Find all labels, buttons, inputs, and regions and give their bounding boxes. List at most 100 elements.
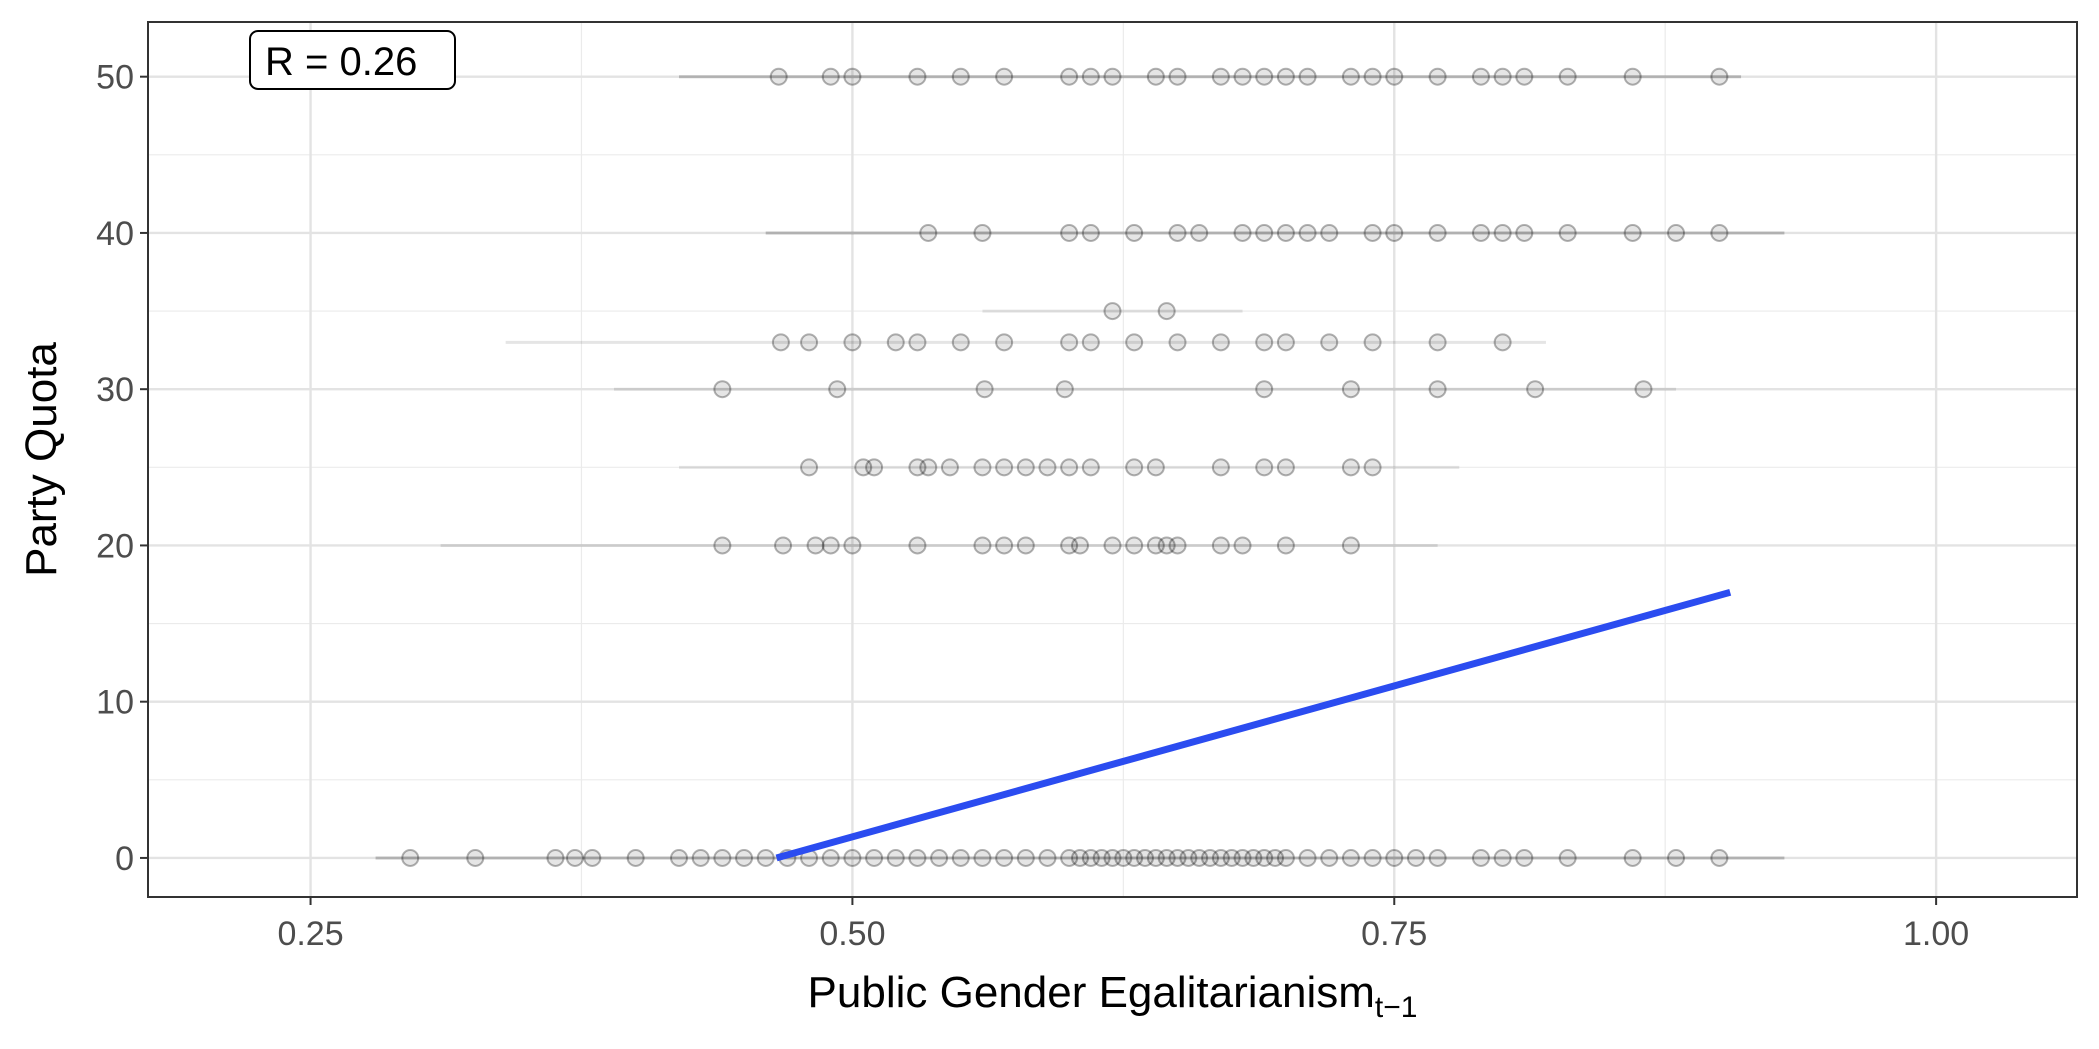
data-point — [1081, 333, 1100, 352]
data-point — [995, 333, 1014, 352]
data-point — [1060, 333, 1079, 352]
data-point — [1515, 223, 1534, 242]
x-axis-title-subscript: t−1 — [1375, 991, 1418, 1024]
data-point — [1157, 536, 1176, 555]
data-point — [1667, 848, 1686, 867]
data-point — [1341, 536, 1360, 555]
x-tick-label: 1.00 — [1903, 915, 1969, 953]
data-point — [1428, 67, 1447, 86]
data-point — [1081, 223, 1100, 242]
data-point — [821, 848, 840, 867]
data-point — [774, 536, 793, 555]
data-point — [800, 458, 819, 477]
data-point — [1168, 333, 1187, 352]
data-point — [1341, 380, 1360, 399]
data-point — [1710, 223, 1729, 242]
data-point — [1558, 223, 1577, 242]
data-point — [1125, 536, 1144, 555]
data-point — [1211, 848, 1230, 867]
data-point — [995, 848, 1014, 867]
data-point — [1125, 848, 1144, 867]
data-point — [843, 67, 862, 86]
data-point — [995, 458, 1014, 477]
data-point — [1201, 848, 1220, 867]
data-point — [1168, 67, 1187, 86]
data-point — [1055, 380, 1074, 399]
data-point — [930, 848, 949, 867]
data-point — [1038, 458, 1057, 477]
r-annotation: R = 0.26 — [249, 30, 456, 90]
y-tick-label: 50 — [96, 59, 134, 97]
data-point — [951, 67, 970, 86]
data-point — [1060, 848, 1079, 867]
data-point — [1493, 223, 1512, 242]
data-point — [843, 848, 862, 867]
data-point — [670, 848, 689, 867]
data-point — [886, 848, 905, 867]
data-point — [1233, 223, 1252, 242]
data-point — [1710, 67, 1729, 86]
data-point — [1363, 223, 1382, 242]
annotation-text: R = 0.26 — [265, 40, 417, 84]
data-point — [1298, 67, 1317, 86]
data-point — [1428, 380, 1447, 399]
data-point — [1136, 848, 1155, 867]
data-point — [1060, 458, 1079, 477]
data-point — [1634, 380, 1653, 399]
data-point — [1103, 67, 1122, 86]
range-segments — [375, 75, 1785, 860]
data-point — [1233, 536, 1252, 555]
data-point — [1623, 223, 1642, 242]
data-point — [1363, 848, 1382, 867]
data-points — [401, 67, 1729, 867]
data-point — [1276, 67, 1295, 86]
data-point — [1428, 333, 1447, 352]
data-point — [1060, 536, 1079, 555]
x-axis-title-main: Public Gender Egalitarianism — [808, 968, 1375, 1017]
data-point — [1092, 848, 1111, 867]
data-point — [1298, 848, 1317, 867]
data-point — [769, 67, 788, 86]
data-point — [1558, 67, 1577, 86]
data-point — [1244, 848, 1263, 867]
data-point — [1190, 223, 1209, 242]
y-tick-label: 40 — [96, 215, 134, 253]
data-point — [1081, 67, 1100, 86]
data-point — [1103, 848, 1122, 867]
data-point — [1428, 223, 1447, 242]
data-point — [1471, 223, 1490, 242]
data-point — [1710, 848, 1729, 867]
data-point — [691, 848, 710, 867]
data-point — [1276, 458, 1295, 477]
data-point — [1385, 223, 1404, 242]
data-point — [401, 848, 420, 867]
data-point — [1471, 67, 1490, 86]
data-point — [1255, 67, 1274, 86]
y-tick-label: 30 — [96, 371, 134, 409]
data-point — [1038, 848, 1057, 867]
data-point — [1157, 302, 1176, 321]
data-point — [1320, 223, 1339, 242]
data-point — [919, 458, 938, 477]
y-tick-label: 20 — [96, 527, 134, 565]
data-point — [1320, 333, 1339, 352]
data-point — [1016, 458, 1035, 477]
data-point — [1623, 67, 1642, 86]
data-point — [1493, 67, 1512, 86]
data-point — [1233, 848, 1252, 867]
data-point — [1255, 380, 1274, 399]
data-point — [828, 380, 847, 399]
data-point — [919, 223, 938, 242]
data-point — [1211, 536, 1230, 555]
data-point — [1298, 223, 1317, 242]
y-axis-title: Party Quota — [17, 342, 66, 577]
data-point — [800, 333, 819, 352]
data-point — [1276, 333, 1295, 352]
data-point — [940, 458, 959, 477]
axis-ticks: 0.25 0.50 0.75 1.00 0 10 20 30 40 50 — [96, 59, 1969, 953]
data-point — [1276, 223, 1295, 242]
data-point — [951, 333, 970, 352]
data-point — [1623, 848, 1642, 867]
data-point — [1526, 380, 1545, 399]
data-point — [951, 848, 970, 867]
